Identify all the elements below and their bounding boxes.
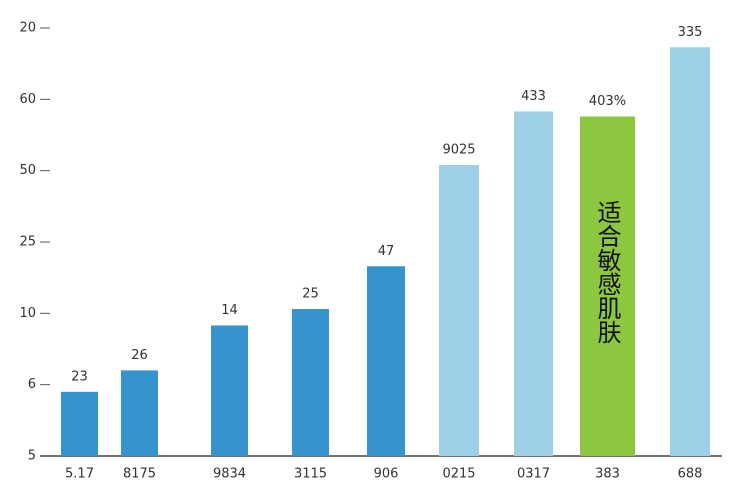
y-tick-label: 20: [19, 21, 36, 36]
y-tick-label: 50: [19, 163, 36, 178]
bar: [514, 111, 553, 457]
x-tick-label: 3115: [294, 467, 327, 482]
bar: [121, 370, 158, 456]
value-label: 403%: [589, 94, 626, 109]
bar: [580, 116, 635, 456]
value-label: 23: [71, 369, 88, 384]
y-tick-label: 5: [28, 449, 36, 464]
bar: [61, 391, 98, 456]
value-label: 335: [678, 25, 703, 40]
x-tick-label: 5.17: [65, 467, 94, 482]
bar: [439, 164, 479, 456]
y-tick-label: 6: [28, 377, 36, 392]
value-label: 47: [378, 244, 395, 259]
bar: [670, 47, 710, 456]
value-label: 25: [302, 287, 319, 302]
value-label: 9025: [442, 142, 475, 157]
bar: [292, 309, 329, 456]
bar: [211, 325, 248, 456]
x-tick-label: 0215: [442, 467, 475, 482]
y-tick-label: 60: [19, 92, 36, 107]
value-label: 26: [131, 348, 148, 363]
x-tick-label: 383: [595, 467, 620, 482]
y-tick-label: 10: [19, 306, 36, 321]
value-label: 14: [221, 303, 238, 318]
x-tick-label: 688: [678, 467, 703, 482]
annotation: 适合敏感肌肤: [593, 200, 621, 344]
x-tick-label: 0317: [517, 467, 550, 482]
value-label: 433: [521, 89, 546, 104]
x-tick-label: 8175: [123, 467, 156, 482]
y-tick-label: 25: [19, 235, 36, 250]
x-tick-label: 906: [374, 467, 399, 482]
bar: [367, 266, 405, 456]
x-tick-label: 9834: [213, 467, 246, 482]
